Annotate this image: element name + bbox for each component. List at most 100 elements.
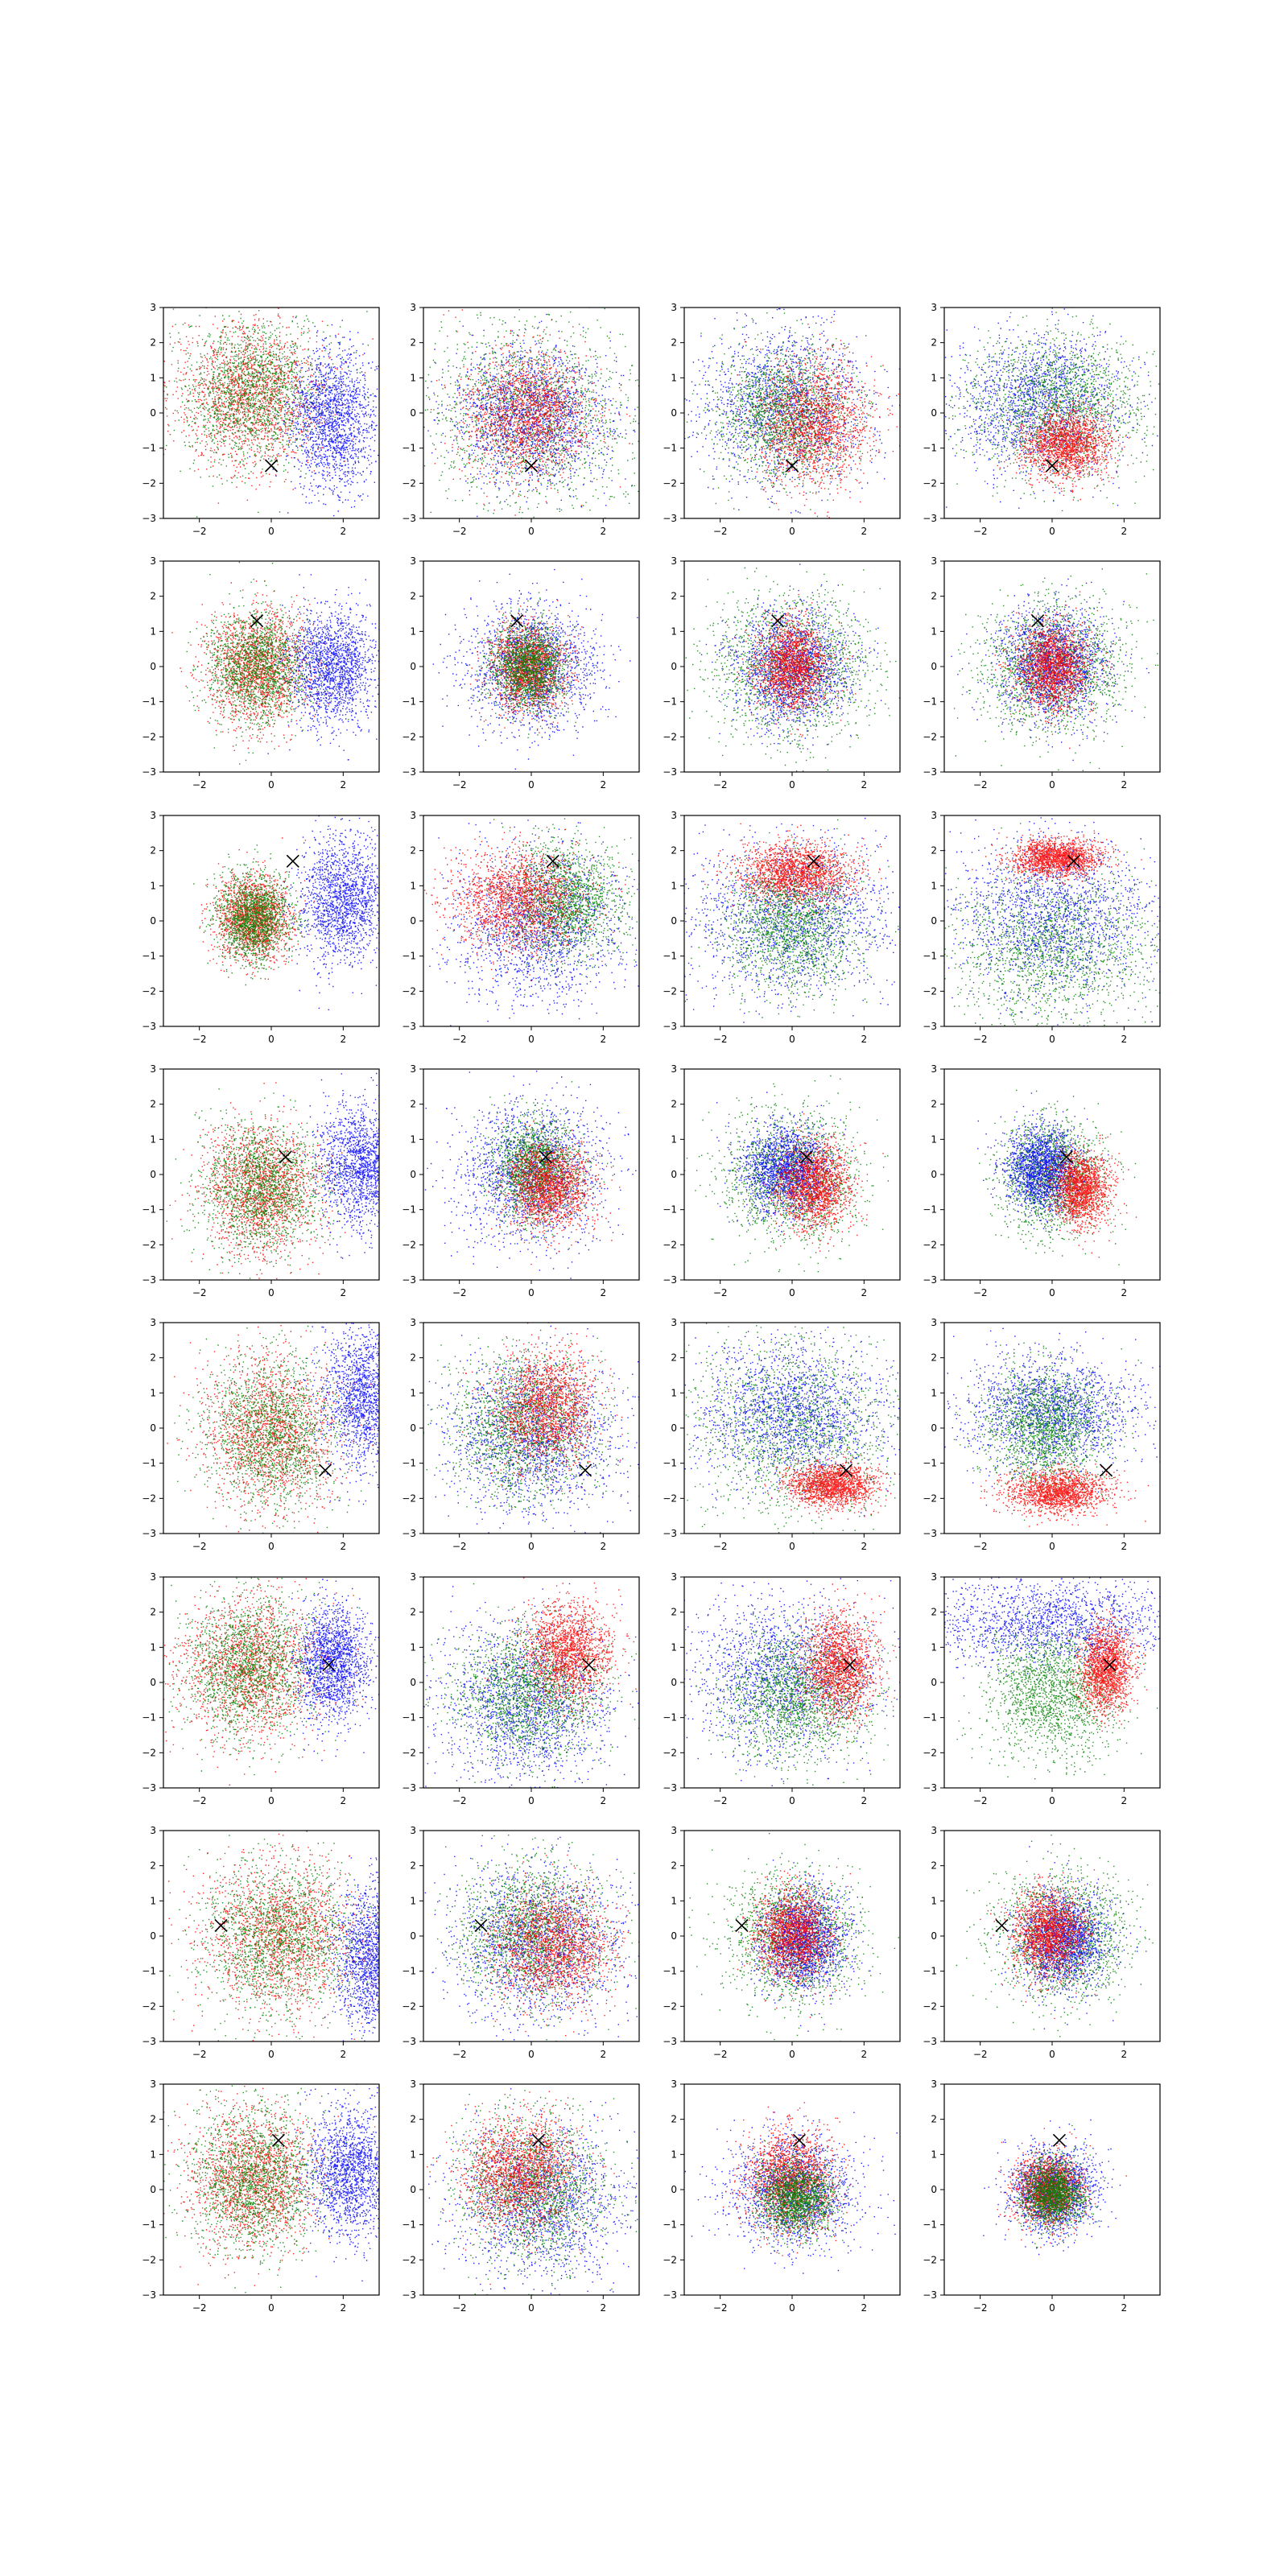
y-tick-label: 1 [410, 2149, 416, 2160]
y-tick-label: −1 [142, 951, 156, 962]
y-tick-label: 0 [931, 1930, 937, 1942]
green-scatter-series [683, 1322, 902, 1536]
plot-area [689, 1833, 900, 2042]
y-tick-label: −1 [402, 1966, 416, 1977]
green-scatter-series [979, 1090, 1136, 1265]
green-scatter-series [954, 1343, 1139, 1521]
x-tick-label: 0 [268, 2049, 275, 2060]
plot-area [433, 569, 638, 770]
y-tick-label: −1 [663, 696, 677, 708]
x-tick-label: 2 [601, 1541, 607, 1552]
x-marker [279, 1151, 291, 1163]
y-tick-label: −3 [142, 1782, 156, 1794]
y-tick-label: −3 [142, 1528, 156, 1539]
y-tick-label: −2 [142, 2000, 156, 2012]
x-tick-label: 2 [1121, 526, 1128, 537]
y-tick-label: −1 [663, 951, 677, 962]
x-tick-label: −2 [973, 1541, 988, 1552]
y-tick-label: 0 [150, 407, 156, 419]
y-tick-label: −3 [402, 2289, 416, 2301]
y-tick-label: 1 [410, 372, 416, 383]
x-tick-label: −2 [452, 1034, 467, 1045]
y-tick-label: 0 [931, 1422, 937, 1434]
y-tick-label: 1 [671, 625, 677, 637]
y-tick-label: −2 [142, 2254, 156, 2265]
y-tick-label: 1 [150, 2149, 156, 2160]
red-scatter-series [167, 1325, 373, 1535]
x-tick-label: −2 [452, 1541, 467, 1552]
red-scatter-series [470, 600, 588, 733]
x-tick-label: 0 [528, 1541, 535, 1552]
red-scatter-series [1063, 1596, 1148, 1732]
red-scatter-series [170, 1082, 346, 1280]
y-tick-label: 0 [410, 1169, 416, 1180]
plot-area [423, 815, 642, 1029]
y-tick-label: −3 [923, 766, 937, 778]
y-tick-label: 2 [931, 1607, 937, 1618]
red-scatter-series [163, 1578, 364, 1790]
x-tick-label: 0 [268, 1795, 275, 1806]
y-tick-label: −2 [663, 2000, 677, 2012]
y-tick-label: 3 [671, 2079, 677, 2090]
y-tick-label: 0 [410, 2184, 416, 2195]
y-tick-label: 1 [931, 1133, 937, 1145]
y-tick-label: −1 [663, 1458, 677, 1469]
blue-scatter-series [250, 317, 382, 521]
x-tick-label: 2 [1121, 1034, 1128, 1045]
y-tick-label: −1 [402, 1204, 416, 1216]
y-tick-label: −1 [142, 1712, 156, 1724]
x-tick-label: 0 [528, 1034, 535, 1045]
y-tick-label: −3 [663, 2036, 677, 2047]
y-tick-label: 2 [931, 1860, 937, 1872]
y-tick-label: 0 [671, 407, 677, 419]
y-tick-label: −1 [923, 443, 937, 454]
y-tick-label: −1 [923, 1966, 937, 1977]
y-tick-label: −1 [923, 951, 937, 962]
y-tick-label: 2 [150, 2114, 156, 2125]
y-tick-label: 2 [410, 1607, 416, 1618]
y-tick-label: −2 [142, 731, 156, 742]
y-tick-label: 3 [410, 2079, 416, 2090]
x-tick-label: 2 [341, 1287, 347, 1298]
x-tick-label: 2 [1121, 1795, 1128, 1806]
y-tick-label: 1 [150, 880, 156, 891]
y-tick-label: 1 [410, 625, 416, 637]
y-tick-label: −2 [402, 2000, 416, 2012]
x-tick-label: 2 [1121, 2049, 1128, 2060]
y-tick-label: 3 [150, 2079, 156, 2090]
y-tick-label: −1 [402, 2219, 416, 2231]
blue-scatter-series [279, 2083, 382, 2281]
y-tick-label: −1 [923, 1458, 937, 1469]
y-tick-label: 3 [671, 302, 677, 313]
plot-area [193, 814, 382, 1010]
axes-frame [163, 1323, 379, 1534]
y-tick-label: −3 [923, 1021, 937, 1032]
y-tick-label: 1 [150, 372, 156, 383]
x-tick-label: 0 [528, 526, 535, 537]
y-tick-label: 1 [671, 1895, 677, 1906]
y-tick-label: 0 [671, 1930, 677, 1942]
y-tick-label: 3 [931, 555, 937, 567]
plot-area [943, 307, 1162, 511]
y-tick-label: 2 [931, 2114, 937, 2125]
y-tick-label: −2 [663, 1239, 677, 1250]
y-tick-label: 3 [150, 1317, 156, 1328]
plot-area [163, 2083, 382, 2297]
x-tick-label: 2 [601, 2302, 607, 2314]
y-tick-label: 3 [150, 810, 156, 821]
plot-area [683, 1578, 902, 1786]
y-tick-label: 1 [671, 1641, 677, 1653]
axes-frame [423, 561, 639, 772]
y-tick-label: 3 [931, 2079, 937, 2090]
y-tick-label: −1 [663, 1966, 677, 1977]
y-tick-label: 0 [671, 1677, 677, 1688]
y-tick-label: −3 [142, 1274, 156, 1286]
